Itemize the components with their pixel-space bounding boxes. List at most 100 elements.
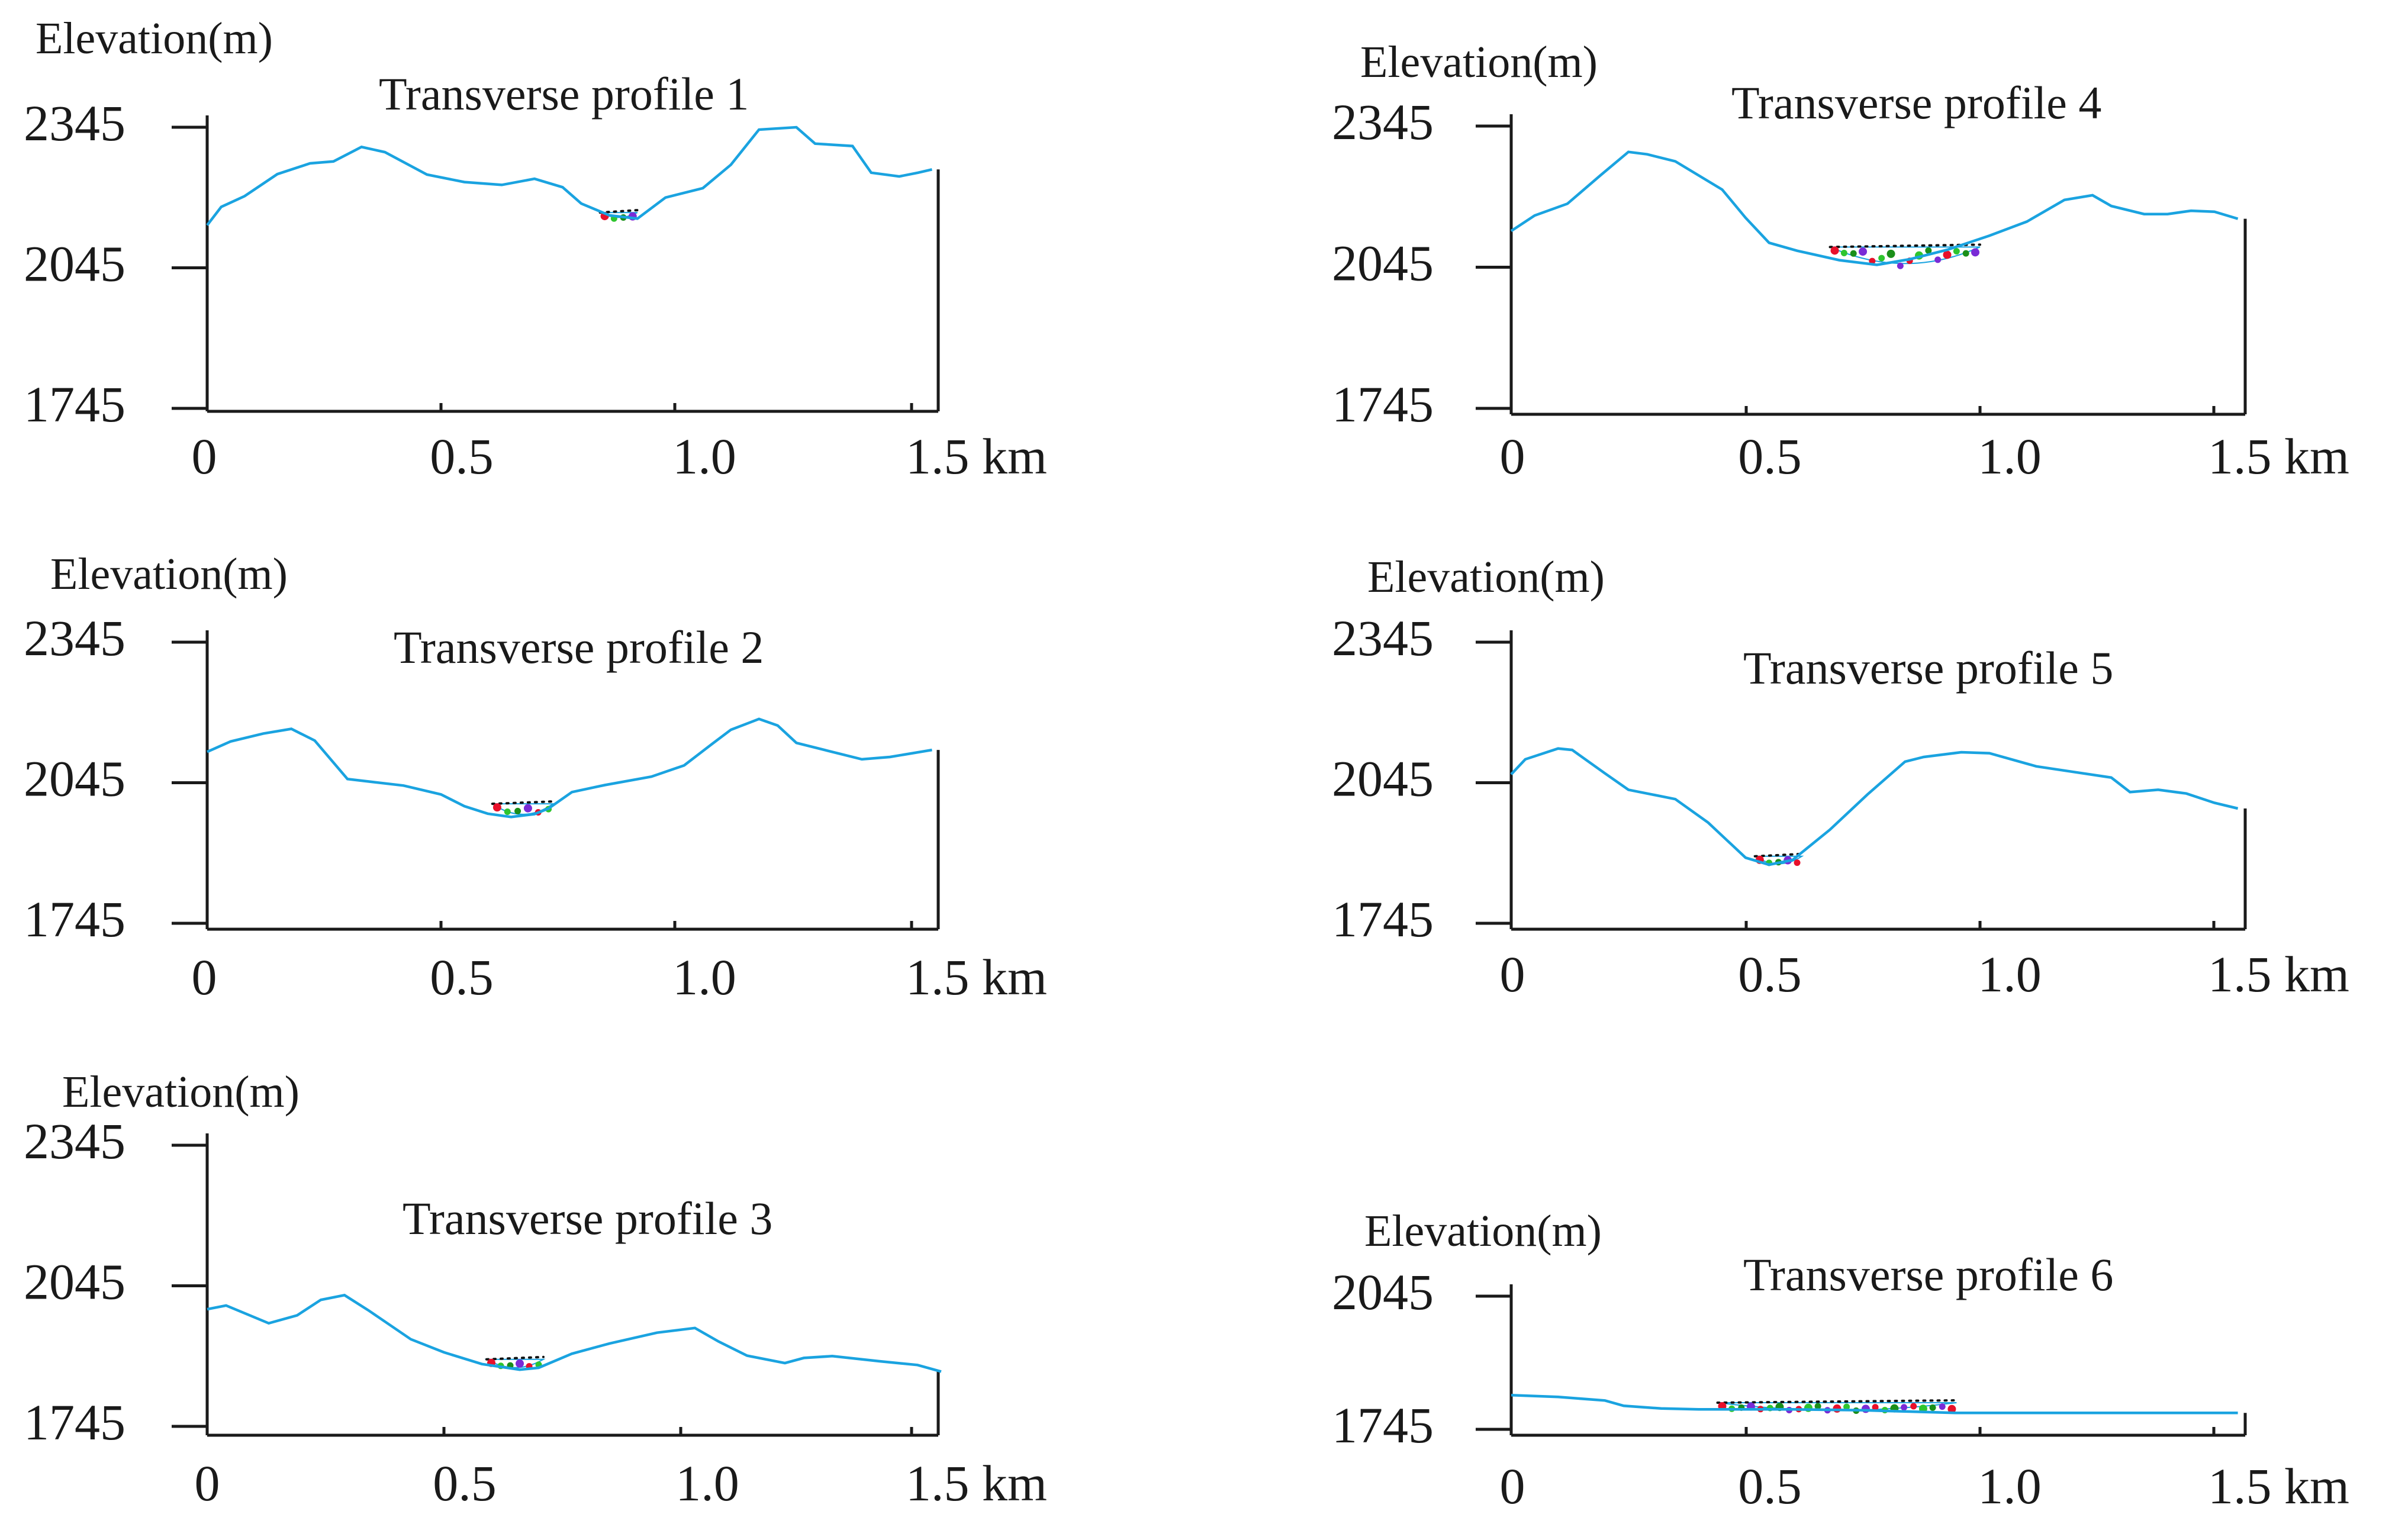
deposit-particle: [1814, 1403, 1821, 1410]
deposit-particle: [1897, 262, 1904, 269]
deposit-particle: [1943, 250, 1952, 259]
deposit-particle: [1962, 250, 1969, 257]
y-axis-title: Elevation(m): [1367, 552, 1605, 602]
y-tick-label: 2345: [1332, 610, 1434, 666]
chart-title: Transverse profile 4: [1731, 77, 2101, 128]
y-axis-title: Elevation(m): [50, 549, 288, 599]
panel-6: 2045 1745 0 0.5 1.0 1.5 km Elevation(m) Transve…: [1332, 1206, 2349, 1515]
chart-title: Transverse profile 1: [379, 68, 749, 120]
deposit-particle: [1843, 1403, 1850, 1410]
deposit-particle: [1947, 1404, 1956, 1413]
x-tick-label: 1.5 km: [906, 949, 1047, 1006]
y-tick-label: 2345: [24, 95, 125, 152]
deposit-particle: [1925, 247, 1932, 254]
deposit-particle: [1859, 247, 1868, 256]
panel-5: 2345 2045 1745 0 0.5 1.0 1.5 km Elevation(m) Tra…: [1332, 552, 2349, 1003]
deposit-particle: [1886, 249, 1895, 258]
y-tick-label: 2045: [1332, 750, 1434, 807]
x-tick-label: 0: [1500, 1458, 1525, 1515]
x-tick-label: 0.5: [430, 949, 494, 1006]
x-tick-label: 0: [1500, 428, 1525, 485]
y-tick-label: 2345: [1332, 94, 1434, 150]
deposit-particle: [1971, 248, 1979, 257]
chart-title: Transverse profile 6: [1743, 1249, 2113, 1300]
y-axis-title: Elevation(m): [62, 1067, 300, 1117]
x-tick-label: 1.5 km: [2208, 428, 2349, 485]
x-tick-label: 0.5: [430, 428, 494, 485]
x-tick-label: 0.5: [433, 1455, 497, 1512]
y-tick-label: 2045: [24, 1254, 125, 1310]
y-axis-title: Elevation(m): [1360, 37, 1598, 87]
deposit-particle: [1934, 256, 1942, 263]
chart-title: Transverse profile 3: [403, 1193, 772, 1244]
panel-2: 2345 2045 1745 0 0.5 1.0 1.5 km Elevation(m) Tra…: [24, 549, 1047, 1006]
profile-line: [206, 125, 933, 226]
y-tick-label: 1745: [1332, 376, 1434, 433]
deposit-particle: [1830, 246, 1839, 255]
x-tick-label: 0: [192, 428, 217, 485]
deposit-particle: [1878, 254, 1885, 262]
deposit-particle: [1850, 250, 1857, 257]
profile-line: [1510, 150, 2239, 266]
deposit-particle: [1901, 1404, 1908, 1411]
x-tick-label: 0: [195, 1455, 220, 1512]
deposit-particle: [1953, 248, 1960, 255]
x-tick-label: 0.5: [1738, 946, 1802, 1003]
deposit-particle: [516, 1359, 524, 1368]
deposit-particle: [1939, 1403, 1946, 1410]
deposit-particle: [1869, 257, 1876, 265]
y-tick-label: 1745: [24, 891, 125, 948]
x-tick-label: 1.5 km: [2208, 1458, 2349, 1515]
y-tick-label: 2345: [24, 610, 125, 666]
y-axis-title: Elevation(m): [36, 14, 273, 63]
x-tick-label: 1.0: [1978, 1458, 2042, 1515]
deposit-particle: [1872, 1404, 1879, 1411]
deposit-particle: [1840, 250, 1847, 257]
deposit-particle: [1929, 1404, 1936, 1411]
profile-line: [1511, 1394, 2238, 1415]
deposit-particle: [492, 803, 501, 812]
x-tick-label: 1.0: [675, 1455, 739, 1512]
panel-4: 2345 2045 1745 0 0.5 1.0 1.5 km Elevation(m) Tra…: [1332, 37, 2349, 485]
chart-title: Transverse profile 2: [394, 621, 764, 673]
y-axis-title: Elevation(m): [1364, 1206, 1602, 1256]
deposit-top-dots: [491, 800, 555, 806]
deposit-particle: [1910, 1403, 1917, 1410]
deposit-top-dots: [1716, 1399, 1958, 1404]
x-tick-label: 1.5 km: [906, 1455, 1047, 1512]
y-tick-label: 2045: [24, 236, 125, 292]
panel-1: 2345 2045 1745 0 0.5 1.0 1.5 km Elevation(m) Tra…: [24, 14, 1047, 485]
panel-3: 2345 2045 1745 0 0.5 1.0 1.5 km Elevation(m) Tra…: [24, 1067, 1047, 1512]
x-tick-label: 1.0: [672, 428, 736, 485]
y-tick-label: 2045: [1332, 1264, 1434, 1320]
deposit-particle: [514, 807, 521, 814]
deposit-particle: [504, 808, 511, 815]
deposit-top-dots: [485, 1355, 545, 1361]
y-tick-label: 1745: [24, 376, 125, 433]
y-tick-label: 2045: [1332, 235, 1434, 292]
x-tick-label: 1.0: [1978, 946, 2042, 1003]
x-tick-label: 0: [1500, 946, 1525, 1003]
chart-title: Transverse profile 5: [1743, 642, 2113, 694]
x-tick-label: 0: [192, 949, 217, 1006]
deposit-particle: [1794, 859, 1801, 866]
y-tick-label: 1745: [24, 1394, 125, 1451]
deposit-particle: [523, 804, 532, 813]
deposit-particle: [1833, 1404, 1842, 1413]
profile-line: [207, 717, 932, 819]
x-tick-label: 1.5 km: [2208, 946, 2349, 1003]
x-tick-label: 1.5 km: [906, 428, 1047, 485]
y-tick-label: 2045: [24, 750, 125, 807]
deposit-top-dots: [1753, 852, 1804, 858]
x-tick-label: 1.0: [1978, 428, 2042, 485]
x-tick-label: 1.0: [672, 949, 736, 1006]
x-tick-label: 0.5: [1738, 1458, 1802, 1515]
profile-line: [1510, 747, 2239, 866]
y-tick-label: 2345: [24, 1113, 125, 1170]
y-tick-label: 1745: [1332, 1397, 1434, 1454]
x-tick-label: 0.5: [1738, 428, 1802, 485]
deposit-top-dots: [598, 209, 639, 214]
profile-line: [207, 1293, 942, 1373]
y-tick-label: 1745: [1332, 891, 1434, 948]
